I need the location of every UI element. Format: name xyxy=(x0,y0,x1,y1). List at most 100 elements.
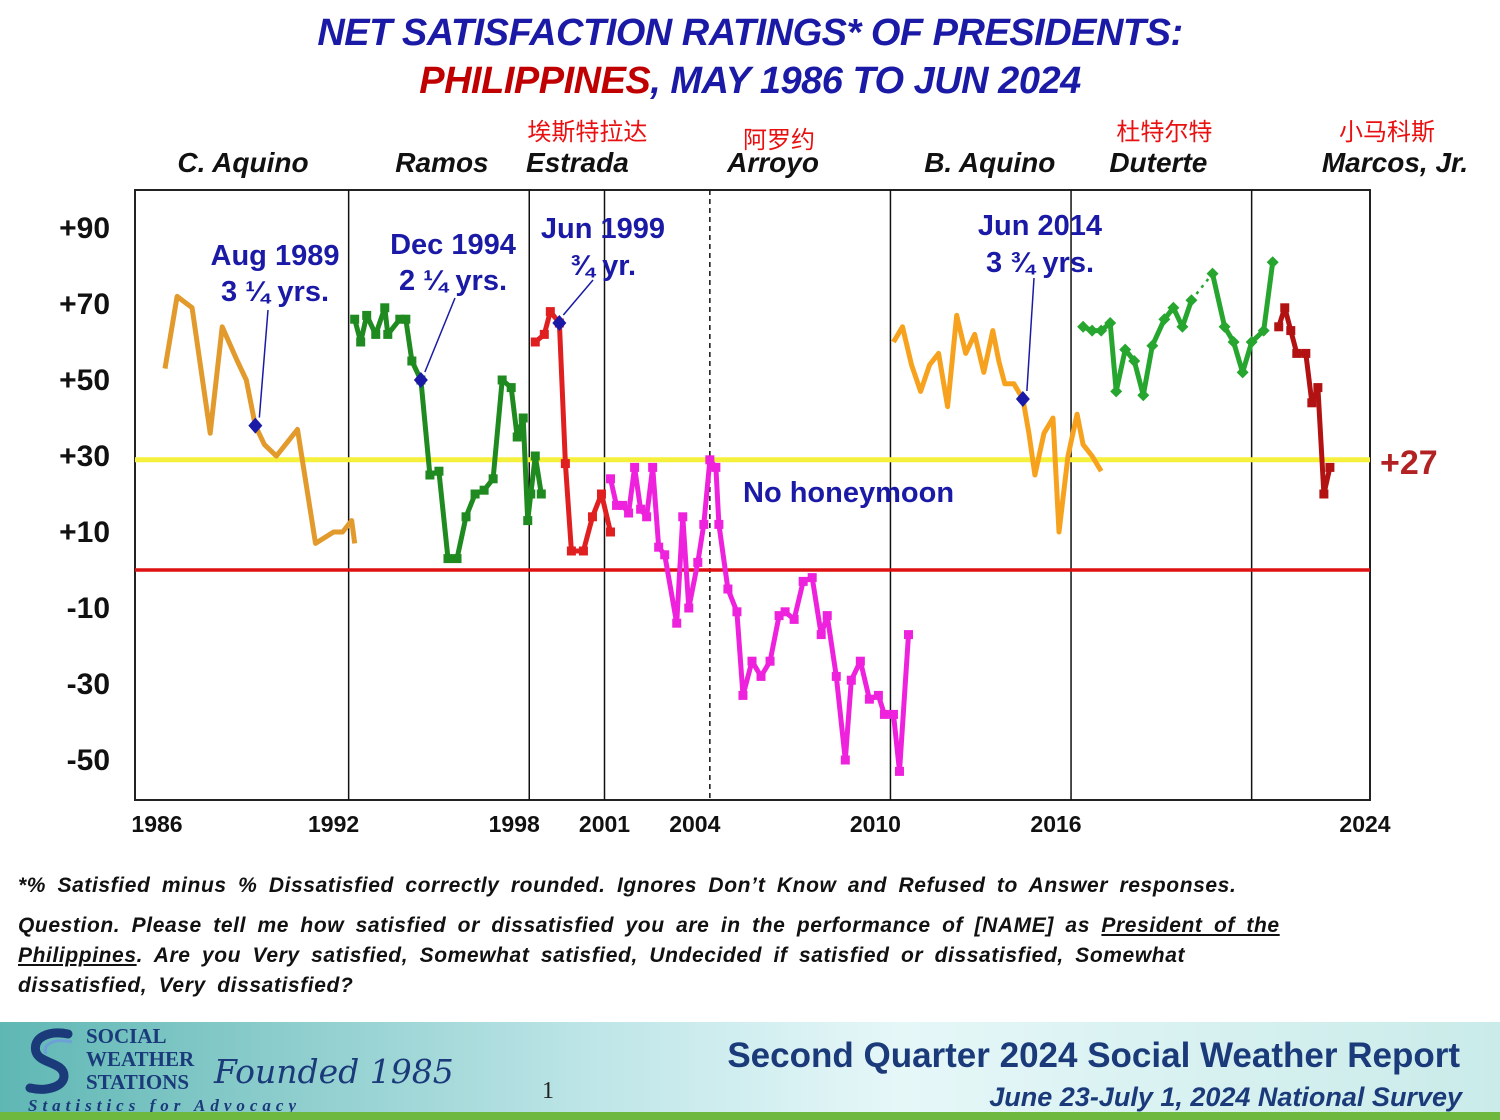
sws-logo-text: SOCIAL WEATHER STATIONS xyxy=(86,1025,194,1094)
data-point-marker xyxy=(756,671,766,681)
footnote-question-line1: Question. Please tell me how satisfied o… xyxy=(18,914,1280,938)
data-point-marker xyxy=(738,690,748,700)
callout-arrow xyxy=(424,297,456,373)
logo-line-weather: WEATHER xyxy=(86,1047,195,1071)
data-point-marker xyxy=(1119,343,1132,356)
highlight-point-marker xyxy=(1015,391,1030,407)
data-point-marker xyxy=(654,542,664,552)
president-chinese-label: 埃斯特拉达 xyxy=(527,118,647,146)
data-point-marker xyxy=(545,307,555,317)
plot-frame xyxy=(134,189,1371,801)
data-point-marker xyxy=(401,314,411,324)
data-point-marker xyxy=(705,455,715,465)
data-point-marker xyxy=(425,470,435,480)
data-point-marker xyxy=(461,512,471,522)
callout-label-duration: 2 ¼ yrs. xyxy=(399,265,507,297)
data-point-marker xyxy=(350,314,360,324)
title-period: , MAY 1986 TO JUN 2024 xyxy=(650,60,1081,102)
y-tick-label: +90 xyxy=(59,212,110,245)
data-point-marker xyxy=(816,630,826,640)
data-point-marker xyxy=(356,337,366,347)
data-point-marker xyxy=(1104,317,1117,329)
data-point-marker xyxy=(383,329,393,339)
data-point-marker xyxy=(596,489,606,499)
data-point-marker xyxy=(1128,355,1141,367)
data-point-marker xyxy=(1280,303,1290,313)
satisfaction-chart: +90 +70 +50 +30 +10 -10 -30 -50 1986 1992 1998 2001… xyxy=(59,118,1468,837)
data-point-marker xyxy=(693,557,703,567)
y-tick-label: -10 xyxy=(67,592,110,625)
data-point-marker xyxy=(536,489,546,499)
y-tick-label: -30 xyxy=(67,668,110,701)
question-text-2: . Are you Very satisfied, Somewhat satis… xyxy=(136,944,1186,967)
chart-title-line2: PHILIPPINES, MAY 1986 TO JUN 2024 xyxy=(0,60,1500,103)
x-tick-label: 2001 xyxy=(579,811,630,837)
data-point-marker xyxy=(714,519,724,529)
data-point-marker xyxy=(497,375,507,385)
data-point-marker xyxy=(747,656,757,666)
callout-label-duration: 3 ¾ yrs. xyxy=(986,247,1094,279)
callout-arrow xyxy=(1026,277,1035,392)
data-point-marker xyxy=(1292,348,1302,358)
data-point-marker xyxy=(380,303,390,313)
data-point-marker xyxy=(840,755,850,765)
y-tick-label: +50 xyxy=(59,364,110,397)
president-name-label: Arroyo xyxy=(726,147,819,178)
logo-line-social: SOCIAL xyxy=(86,1024,167,1048)
data-point-marker xyxy=(560,459,570,469)
data-point-marker xyxy=(822,611,832,621)
data-point-marker xyxy=(407,356,417,366)
president-name-label: C. Aquino xyxy=(177,147,308,178)
data-point-marker xyxy=(1236,366,1249,379)
data-point-marker xyxy=(894,766,904,776)
data-point-marker xyxy=(888,709,898,719)
data-point-marker xyxy=(612,500,622,510)
data-point-marker xyxy=(732,607,742,617)
callout-label-date: Aug 1989 xyxy=(211,240,340,272)
data-point-marker xyxy=(672,618,682,628)
x-tick-label: 2004 xyxy=(669,811,720,837)
x-tick-label: 2024 xyxy=(1339,811,1390,837)
data-point-marker xyxy=(636,504,646,514)
data-point-marker xyxy=(1245,336,1258,348)
president-name-label: B. Aquino xyxy=(924,147,1055,178)
data-point-marker xyxy=(512,432,522,442)
data-point-marker xyxy=(1301,348,1311,358)
series-line xyxy=(891,312,1104,535)
data-point-marker xyxy=(1086,324,1099,337)
data-point-marker xyxy=(846,675,856,685)
data-point-marker xyxy=(807,573,817,583)
question-underlined-1: President of the xyxy=(1101,914,1280,937)
data-point-marker xyxy=(1325,462,1335,472)
data-point-marker xyxy=(443,554,453,564)
data-point-marker xyxy=(566,546,576,556)
footnote-question-line3: dissatisfied, Very dissatisfied? xyxy=(18,974,354,997)
data-point-marker xyxy=(873,690,883,700)
report-title: Second Quarter 2024 Social Weather Repor… xyxy=(727,1036,1460,1075)
data-point-marker xyxy=(1313,383,1323,393)
data-point-marker xyxy=(539,329,549,339)
data-point-marker xyxy=(1137,389,1150,402)
data-point-marker xyxy=(488,474,498,484)
x-tick-label: 1992 xyxy=(308,811,359,837)
data-point-marker xyxy=(780,607,790,617)
callout-arrow xyxy=(258,309,269,418)
data-point-marker xyxy=(1206,267,1219,280)
data-point-marker xyxy=(648,462,658,472)
chart-title-line1: NET SATISFACTION RATINGS* OF PRESIDENTS: xyxy=(317,12,1183,54)
data-point-marker xyxy=(1095,324,1108,337)
data-point-marker xyxy=(1274,322,1284,332)
data-point-marker xyxy=(864,694,874,704)
callout-label-date: Dec 1994 xyxy=(390,229,516,261)
data-point-marker xyxy=(578,546,588,556)
question-underlined-2: Philippines xyxy=(18,944,137,967)
x-tick-label: 1998 xyxy=(489,811,540,837)
president-name-label: Estrada xyxy=(526,147,629,178)
data-point-marker xyxy=(1110,385,1123,398)
data-point-marker xyxy=(855,656,865,666)
data-point-marker xyxy=(606,474,616,484)
data-point-marker xyxy=(371,329,381,339)
highlight-point-marker xyxy=(248,417,263,434)
footnote-question-line2: Philippines. Are you Very satisfied, Som… xyxy=(18,944,1185,968)
data-point-marker xyxy=(1077,320,1090,333)
